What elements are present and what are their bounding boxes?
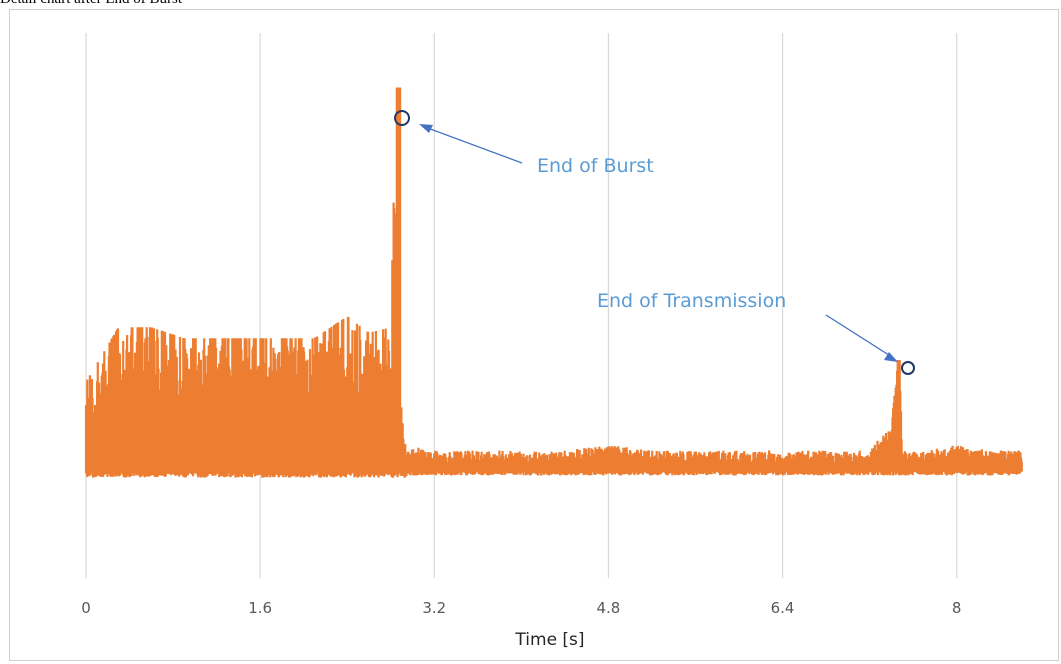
end-of-burst-arrowhead [419,124,433,133]
x-tick-label: 0 [81,599,91,617]
gridlines [85,33,958,578]
annotation-end-of-transmission: End of Transmission [597,290,786,312]
end-of-transmission-arrowhead [884,352,898,362]
x-tick-label: 1.6 [248,599,272,617]
series-layer [84,87,1023,478]
x-tick-label: 6.4 [771,599,795,617]
x-tick-labels: 0 1.6 3.2 4.8 6.4 8 [81,599,961,617]
annotations-layer: End of Burst End of Transmission [394,110,915,375]
chart-frame [9,9,1059,661]
series-line [84,87,1023,478]
figure-caption: Detail chart after End of Burst [0,0,182,9]
end-of-transmission-marker [901,361,915,375]
annotation-end-of-burst: End of Burst [537,155,654,177]
x-axis-title: Time [s] [514,630,584,650]
end-of-transmission-arrow [825,314,893,358]
x-tick-label: 4.8 [596,599,620,617]
end-of-burst-arrow [424,126,523,164]
end-of-burst-marker [394,110,410,126]
x-tick-label: 3.2 [422,599,446,617]
x-tick-label: 8 [952,599,962,617]
